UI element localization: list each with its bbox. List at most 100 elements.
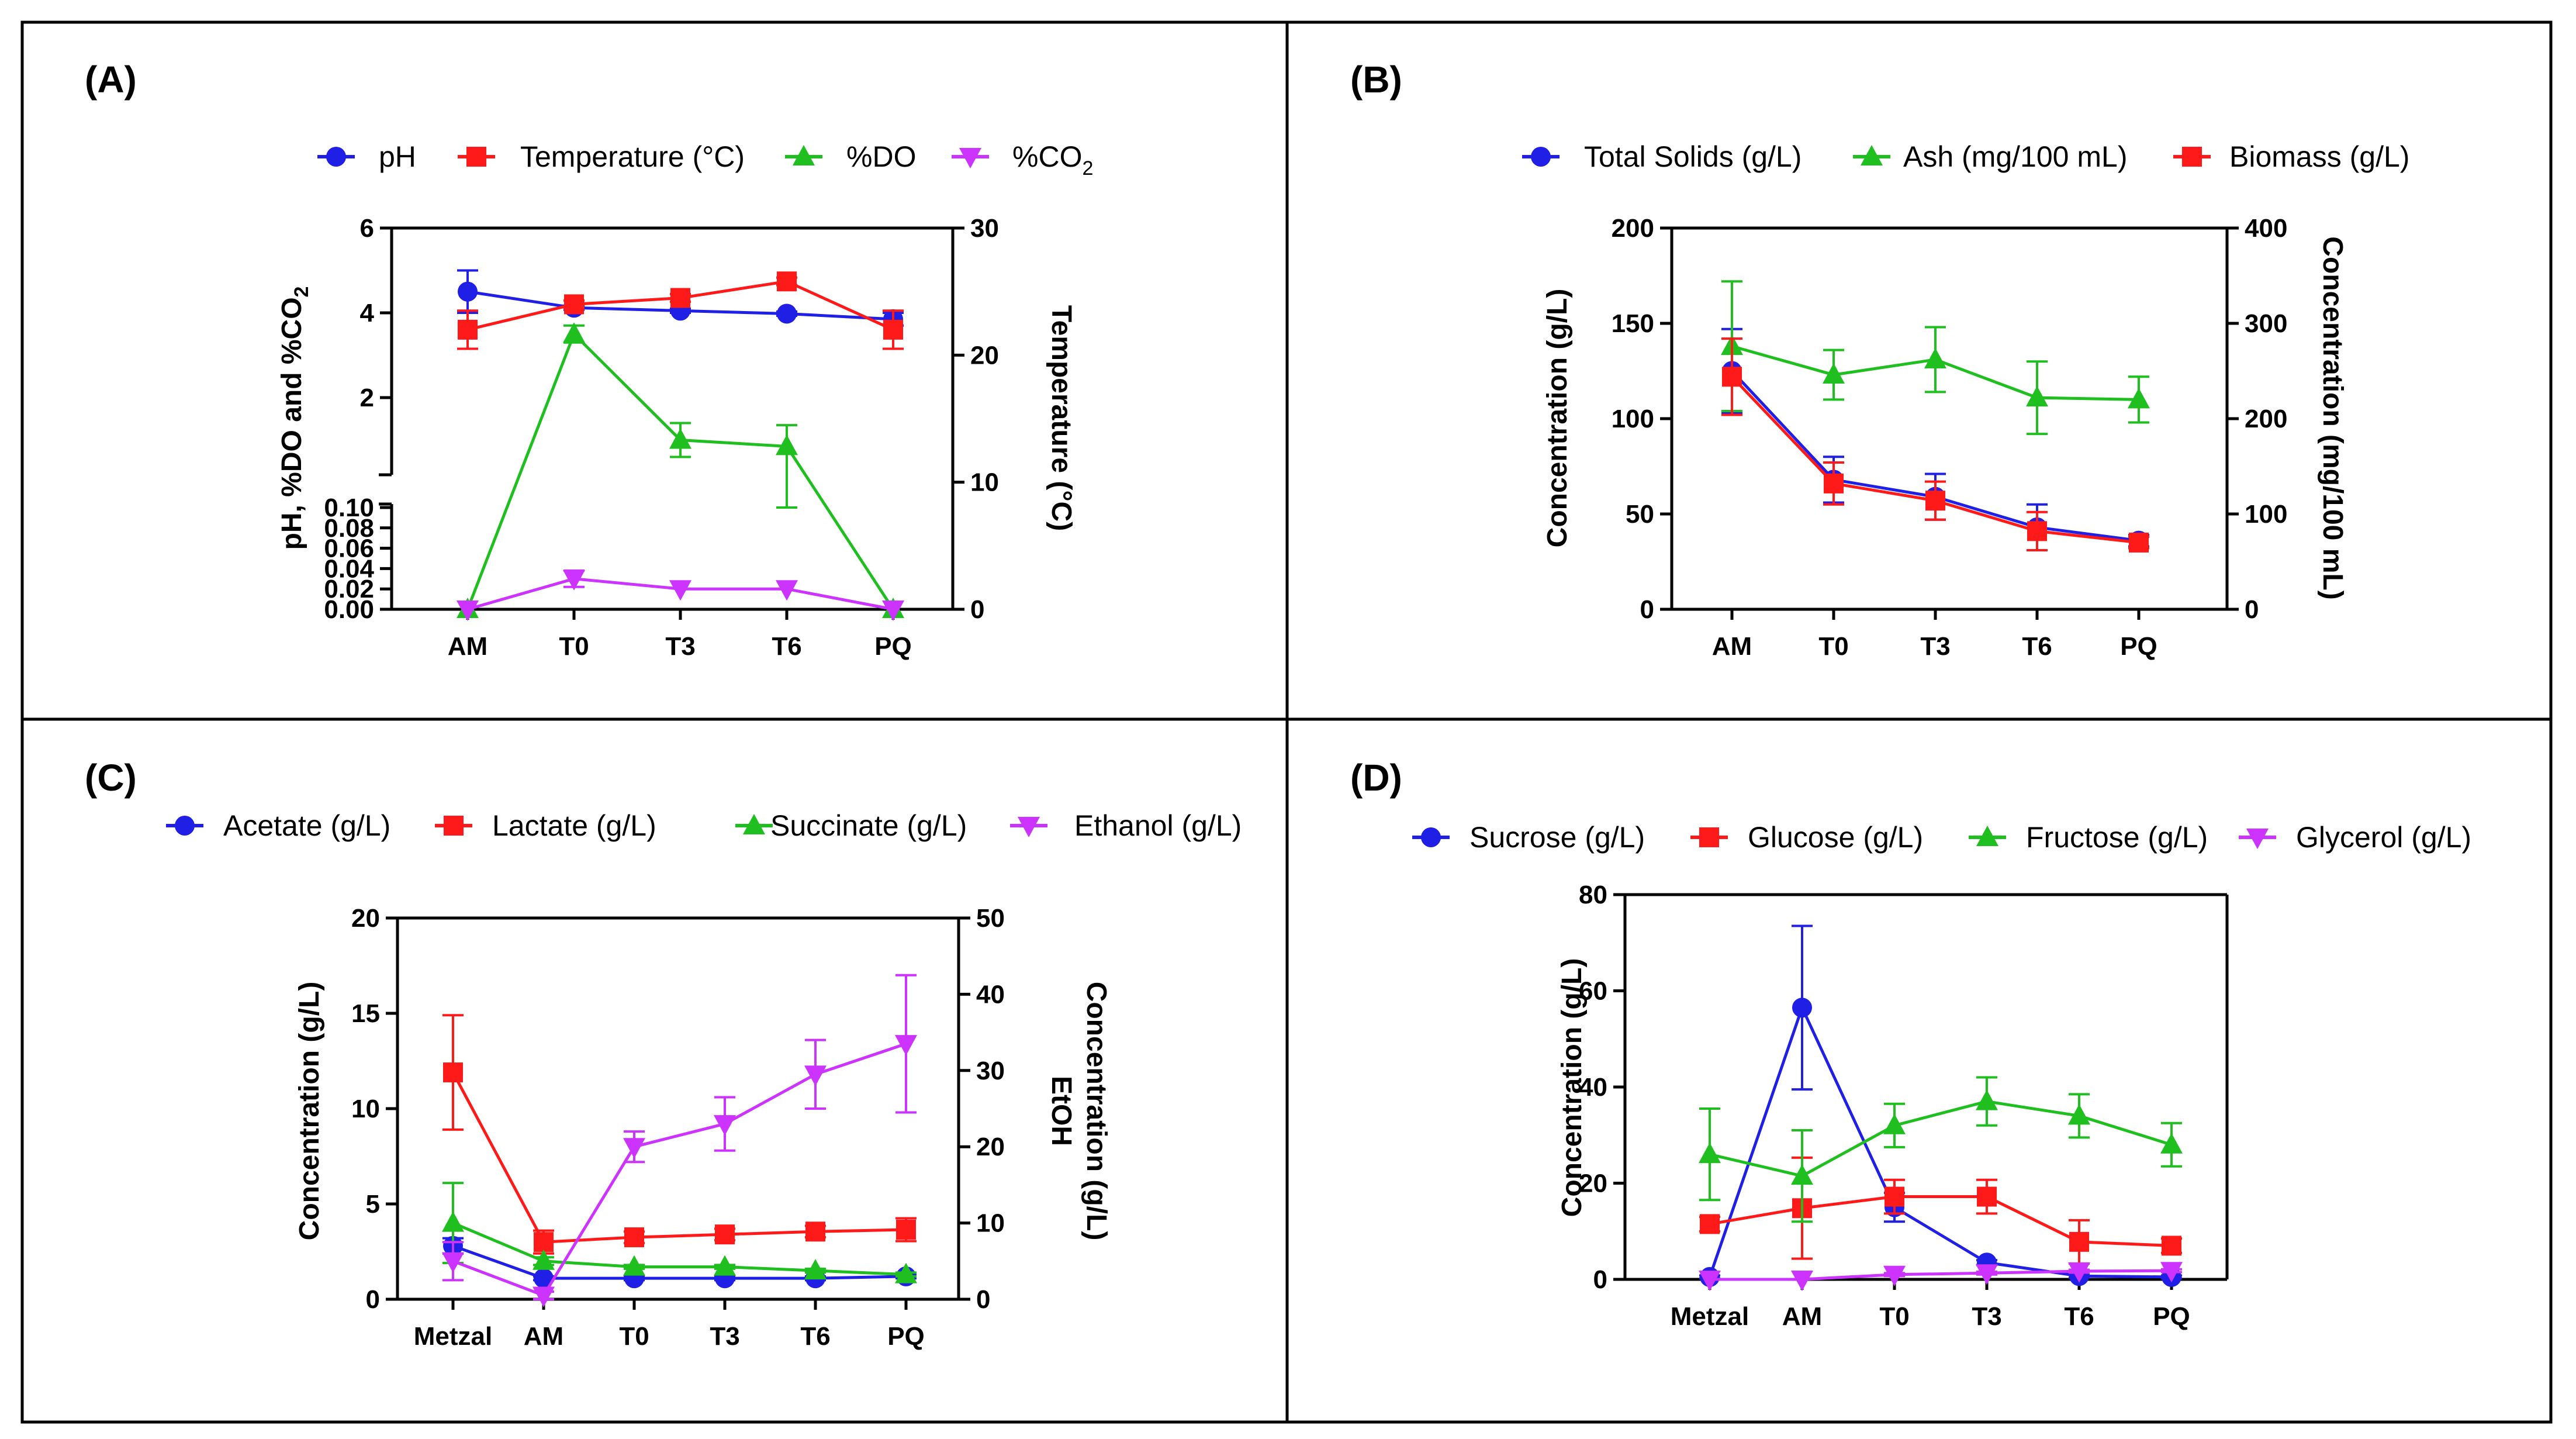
panel-b-right-tick-label: 200 [2245, 405, 2287, 433]
panel-b-left-tick-label: 100 [1612, 405, 1654, 433]
legend-marker-ph [326, 147, 346, 167]
panel-c-left-tick-label: 20 [351, 904, 380, 933]
panel-a-left-tick-label: 4 [360, 299, 375, 327]
legend-label-fructose-g-l: Fructose (g/L) [2026, 821, 2208, 854]
point-glycerol-g-l [1976, 1264, 1998, 1285]
panel-c-right-tick-label: 50 [976, 904, 1005, 933]
legend-marker-do [793, 145, 815, 165]
legend-marker-ethanol-g-l [1018, 817, 1040, 837]
panel-a-left-tick-label: 2 [360, 384, 374, 412]
point-ph [458, 281, 478, 302]
legend-label-glycerol-g-l: Glycerol (g/L) [2296, 821, 2471, 854]
panel-a: (A)pH Temperature (°C) %DO %CO22460.000.020… [85, 58, 1093, 661]
point-biomass-g-l [2129, 532, 2149, 553]
panel-a-xtick-label: T0 [559, 632, 589, 661]
panel-c-xtick-label: T6 [800, 1322, 830, 1351]
panel-d-left-tick-label: 80 [1579, 881, 1607, 909]
panel-b-right-axis-title: Concentration (mg/100 mL) [2317, 236, 2348, 599]
panel-c-xtick-label: AM [524, 1322, 563, 1351]
panel-b-xtick-label: T0 [1818, 632, 1848, 661]
point-temperature-c [458, 319, 478, 340]
panel-b-right-tick-label: 0 [2245, 595, 2259, 624]
point-succinate-g-l [714, 1255, 736, 1276]
point-fructose-g-l [1791, 1164, 1813, 1185]
panel-b-left-tick-label: 0 [1640, 595, 1654, 624]
panel-b-left-tick-label: 200 [1612, 214, 1654, 243]
point-glycerol-g-l [1699, 1271, 1721, 1291]
point-glycerol-g-l [1791, 1271, 1813, 1291]
point-glucose-g-l [1977, 1186, 1997, 1207]
panel-a-left-tick-label: 0.04 [324, 554, 374, 583]
panel-a-left-tick-label: 0.10 [324, 494, 374, 522]
legend-marker-ash-mg-100-ml [1861, 145, 1883, 165]
legend-marker-succinate-g-l [743, 814, 765, 834]
series-line-acetate-g-l [452, 1244, 907, 1280]
point-biomass-g-l [1925, 491, 1945, 511]
point-do [563, 322, 585, 343]
point-fructose-g-l [1976, 1089, 1998, 1110]
point-fructose-g-l [1699, 1143, 1721, 1164]
point-lactate-g-l [896, 1220, 916, 1240]
series-line-succinate-g-l [452, 1221, 907, 1276]
series-line-glucose-g-l [1709, 1195, 2172, 1247]
point-glycerol-g-l [2068, 1262, 2090, 1283]
panel-d-left-tick-label: 0 [1593, 1265, 1607, 1294]
point-ethanol-g-l [623, 1138, 645, 1159]
panel-d-xtick-label: T6 [2064, 1302, 2094, 1331]
legend-marker-glycerol-g-l [2246, 829, 2269, 849]
point-biomass-g-l [1824, 473, 1844, 494]
panel-a-xtick-label: PQ [874, 632, 912, 661]
point-co [776, 580, 798, 601]
series-line-glycerol-g-l [1710, 1269, 2172, 1281]
point-succinate-g-l [533, 1249, 555, 1270]
panel-b-left-axis-title: Concentration (g/L) [1542, 289, 1573, 548]
point-ethanol-g-l [714, 1115, 736, 1136]
panel-b-xtick-label: AM [1712, 632, 1752, 661]
point-succinate-g-l [895, 1262, 917, 1283]
panel-c-right-axis-title-2: EtOH [1046, 1076, 1077, 1146]
legend-marker-co [959, 148, 981, 168]
panel-d-xtick-label: T3 [1972, 1302, 2001, 1331]
point-lactate-g-l [805, 1221, 825, 1242]
legend-label-sucrose-g-l: Sucrose (g/L) [1469, 821, 1645, 854]
legend-label-temperature-c: Temperature (°C) [520, 140, 745, 173]
legend-label-glucose-g-l: Glucose (g/L) [1748, 821, 1923, 854]
point-glycerol-g-l [2160, 1262, 2183, 1283]
panel-b-xtick-label: T3 [1920, 632, 1950, 661]
panel-b-left-tick-label: 150 [1612, 309, 1654, 338]
point-glucose-g-l [2162, 1236, 2181, 1256]
point-glucose-g-l [1700, 1214, 1720, 1234]
legend-label-total-solids-g-l: Total Solids (g/L) [1584, 140, 1802, 173]
panel-c-left-tick-label: 10 [351, 1095, 380, 1123]
panel-a-left-tick-label: 0.00 [324, 595, 374, 624]
panel-d-left-tick-label: 60 [1579, 977, 1607, 1006]
panel-d-xtick-label: PQ [2153, 1302, 2190, 1331]
point-do [669, 428, 691, 449]
legend-label-co2: %CO2 [1012, 140, 1093, 180]
point-ash-mg-100-ml [2128, 388, 2150, 409]
legend-marker-fructose-g-l [1976, 826, 1998, 846]
point-acetate-g-l [534, 1268, 554, 1289]
panel-a-xtick-label: T6 [772, 632, 801, 661]
point-ph [777, 303, 797, 324]
panel-d-left-tick-label: 20 [1579, 1169, 1607, 1198]
panel-c-left-tick-label: 5 [366, 1190, 380, 1219]
point-ash-mg-100-ml [2026, 386, 2048, 407]
point-biomass-g-l [1722, 367, 1742, 387]
panel-b-right-tick-label: 100 [2245, 500, 2287, 529]
panel-d-xtick-label: T0 [1879, 1302, 1909, 1331]
panel-a-right-tick-label: 10 [970, 468, 999, 497]
legend-marker-total-solids-g-l [1531, 147, 1551, 167]
point-succinate-g-l [804, 1259, 827, 1280]
legend-label-lactate-g-l: Lactate (g/L) [492, 809, 656, 842]
panel-c-right-tick-label: 20 [976, 1133, 1005, 1161]
point-co [882, 601, 904, 621]
point-ash-mg-100-ml [1823, 363, 1845, 384]
point-ethanol-g-l [533, 1286, 555, 1307]
point-fructose-g-l [2160, 1133, 2183, 1154]
panel-a-left-tick-label: 0.06 [324, 534, 374, 563]
series-line-fructose-g-l [1709, 1100, 2172, 1178]
point-fructose-g-l [2068, 1104, 2090, 1125]
point-co [669, 580, 691, 601]
panel-a-xtick-label: AM [448, 632, 487, 661]
